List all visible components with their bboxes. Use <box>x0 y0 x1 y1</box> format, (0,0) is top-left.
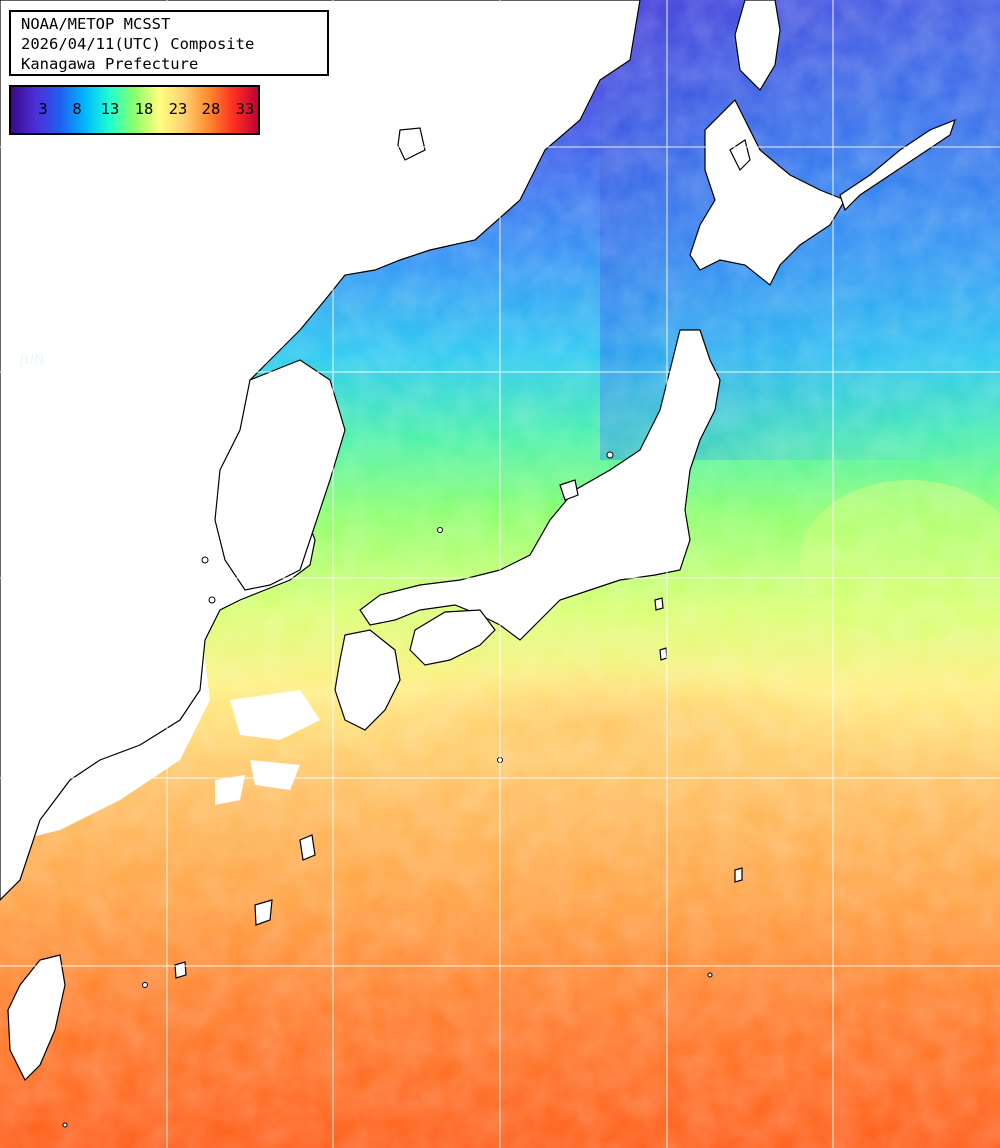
far-east-island <box>397 127 426 161</box>
okinawa-island <box>174 961 187 979</box>
legend-tick-label: 23 <box>168 100 188 118</box>
shikoku <box>409 609 496 666</box>
hokkaido <box>689 98 846 286</box>
product-title: NOAA/METOP MCSST <box>21 15 171 33</box>
grid-label: JUN <box>20 353 45 368</box>
sakhalin <box>734 0 781 91</box>
map-title-box: NOAA/METOP MCSST 2026/04/11(UTC) Composi… <box>9 10 329 76</box>
temperature-color-scale: 3 8 13 18 23 28 33 <box>9 85 260 135</box>
izu-island-2 <box>659 647 668 661</box>
region-title: Kanagawa Prefecture <box>21 55 199 73</box>
legend-tick-label: 28 <box>201 100 221 118</box>
kyushu <box>334 629 401 731</box>
legend-tick-label: 33 <box>235 100 255 118</box>
taiwan <box>7 954 66 1082</box>
legend-tick-label: 3 <box>38 100 48 118</box>
legend-tick-label: 13 <box>100 100 120 118</box>
izu-island-1 <box>654 597 664 611</box>
legend-tick-label: 8 <box>72 100 82 118</box>
ogasawara-island <box>734 867 743 883</box>
amami-island <box>254 899 273 926</box>
legend-tick-label: 18 <box>134 100 154 118</box>
tanegashima <box>299 834 316 861</box>
date-title: 2026/04/11(UTC) Composite <box>21 35 255 53</box>
kamchatka-kuril-edge <box>839 118 956 212</box>
sado-island <box>559 479 579 501</box>
